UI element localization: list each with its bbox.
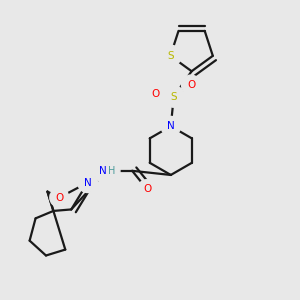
Circle shape <box>146 84 166 103</box>
Circle shape <box>50 188 69 207</box>
Circle shape <box>137 180 157 199</box>
Circle shape <box>94 158 120 184</box>
Text: S: S <box>167 51 174 61</box>
Circle shape <box>163 86 184 107</box>
Text: N: N <box>167 121 175 131</box>
Circle shape <box>78 173 98 193</box>
Text: O: O <box>187 80 195 90</box>
Circle shape <box>160 45 181 67</box>
Text: H: H <box>108 166 115 176</box>
Text: O: O <box>55 193 64 202</box>
Text: O: O <box>143 184 151 194</box>
Text: N: N <box>99 166 107 176</box>
Circle shape <box>182 75 200 94</box>
Circle shape <box>161 116 181 136</box>
Text: S: S <box>170 92 177 101</box>
Text: O: O <box>152 88 160 98</box>
Text: N: N <box>84 178 92 188</box>
